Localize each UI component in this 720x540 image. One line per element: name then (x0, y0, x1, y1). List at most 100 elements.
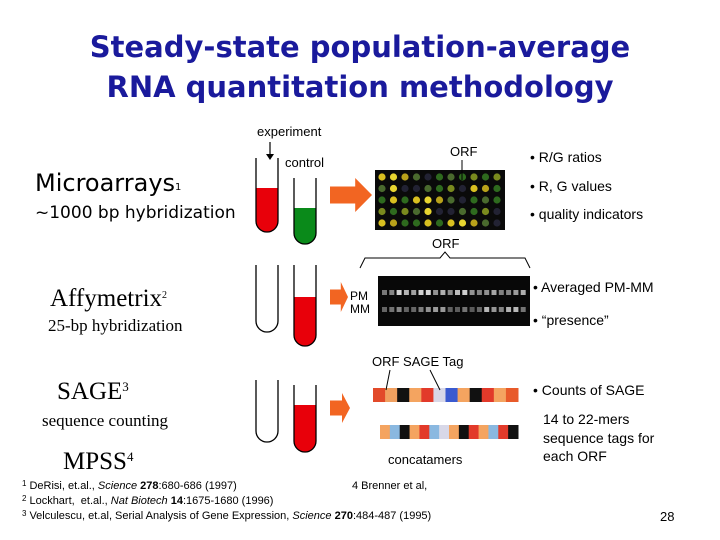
spot (493, 184, 501, 193)
tube-liquid (294, 297, 316, 346)
reference-part: :680-686 (1997) (158, 480, 236, 492)
probe-cell (498, 290, 504, 295)
spot (412, 184, 421, 193)
reference-number: 1 (22, 479, 27, 488)
tag-segment (380, 425, 391, 439)
spot (378, 173, 386, 181)
probe-cell (506, 307, 512, 312)
spot (481, 173, 490, 181)
bullet: • Counts of SAGE (533, 382, 645, 398)
probe-cell (403, 290, 409, 295)
spot (389, 207, 398, 216)
reference-part: DeRisi, et.al., (29, 480, 97, 492)
probe-cell (440, 307, 446, 312)
subtitle: sequence counting (42, 411, 169, 430)
ref-mark: 1 (175, 182, 181, 193)
reference-part: Nat Biotech (111, 495, 171, 507)
spot (447, 173, 455, 181)
tag-segment (493, 388, 507, 402)
spot (481, 184, 490, 193)
spot (458, 219, 467, 227)
spot (424, 184, 432, 193)
reference-part: Velculescu, et.al, Serial Analysis of Ge… (29, 510, 292, 522)
probe-cell (484, 307, 490, 312)
spot (493, 196, 501, 204)
tag-segment (468, 425, 480, 439)
reference: 2 Lockhart, et.al., Nat Biotech 14:1675-1… (22, 494, 273, 507)
tag-segment (397, 388, 410, 402)
reference: 1 DeRisi, et.al., Science 278:680-686 (19… (22, 479, 237, 492)
subtitle: 25-bp hybridization (48, 316, 183, 335)
reference: 4 Brenner et al, (352, 480, 427, 492)
spot (389, 219, 398, 227)
note-line: each ORF (543, 448, 607, 464)
spot (493, 173, 501, 181)
probe-cell (513, 307, 519, 312)
spot (458, 207, 467, 216)
tube (255, 380, 279, 443)
spot (447, 207, 455, 216)
spot (458, 184, 467, 193)
reference: 3 Velculescu, et.al, Serial Analysis of G… (22, 509, 431, 522)
tag-segment (433, 388, 446, 402)
probe-cell (396, 290, 402, 295)
spot (424, 173, 432, 181)
probe-label: MM (350, 302, 370, 316)
probe-cell (433, 290, 439, 295)
probe-cell (418, 307, 424, 312)
spot (401, 184, 409, 193)
reference-part: Science (292, 510, 334, 522)
tag-segment (421, 388, 434, 402)
probe-cell (418, 290, 424, 295)
probe-cell (469, 290, 475, 295)
spot (435, 196, 444, 204)
note-line: 14 to 22-mers (543, 411, 629, 427)
tag-segment (498, 425, 509, 439)
spot (412, 207, 421, 216)
reference-part: 270 (335, 510, 353, 522)
method-name: MPSS (63, 448, 127, 475)
reference-number: 3 (22, 509, 27, 518)
tube (293, 178, 317, 245)
probe-cell (425, 307, 431, 312)
probe-cell (425, 290, 431, 295)
spot (378, 196, 386, 204)
spot (412, 173, 421, 181)
spot (481, 219, 490, 227)
tag-segment (419, 425, 430, 439)
probe-cell (462, 290, 468, 295)
label: experiment (257, 124, 322, 139)
method-label: SAGE3 (57, 378, 129, 405)
probe-cell (462, 307, 468, 312)
tag-segment (439, 425, 450, 439)
reference-part: :484-487 (1995) (353, 510, 431, 522)
tag-segment (478, 425, 489, 439)
probe-cell (469, 307, 475, 312)
spot (389, 184, 398, 193)
probe-cell (455, 307, 460, 312)
label: ORF (450, 144, 478, 159)
arrow (330, 282, 348, 312)
note-line: sequence tags for (543, 430, 655, 446)
ref-mark: 3 (122, 379, 129, 394)
tag-segment (409, 425, 420, 439)
spot (412, 196, 421, 204)
label: ORF (432, 236, 460, 251)
probe-cell (484, 290, 490, 295)
method-name: Affymetrix (50, 285, 163, 312)
probe-cell (476, 307, 482, 312)
tag-segment (457, 388, 471, 402)
spot (470, 207, 478, 216)
spot (493, 207, 501, 216)
probe-cell (491, 290, 497, 295)
tag-segment (429, 425, 440, 439)
references: 1 DeRisi, et.al., Science 278:680-686 (19… (22, 479, 431, 522)
probe-cell (455, 290, 460, 295)
spot (424, 196, 432, 204)
spot (389, 196, 398, 204)
spot (412, 219, 421, 227)
probe-cell (520, 307, 526, 312)
bracket (359, 251, 531, 269)
probe-cell (411, 290, 417, 295)
bullet: • R/G ratios (530, 149, 602, 165)
